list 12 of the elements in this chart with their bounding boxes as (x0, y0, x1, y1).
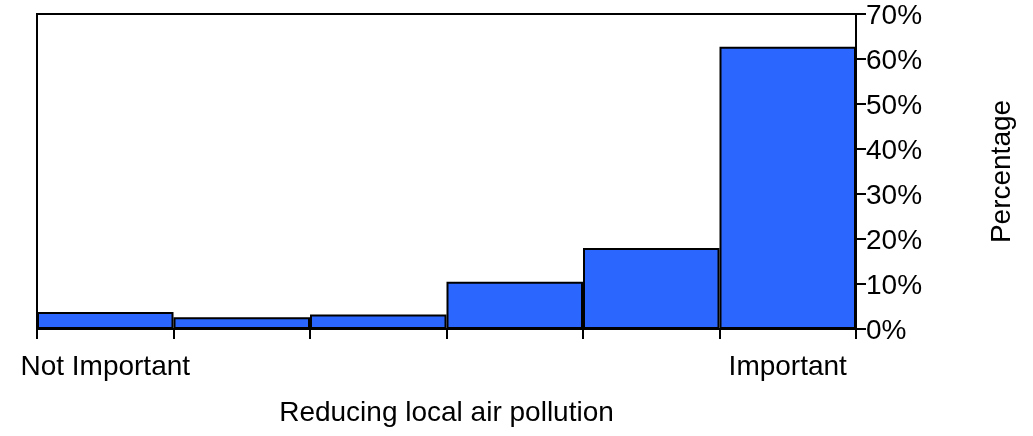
y-axis-title: Percentage (984, 99, 1016, 244)
y-tick-label: 0% (866, 313, 907, 345)
y-tick-label: 20% (866, 223, 923, 255)
y-tick-label: 70% (866, 0, 923, 30)
y-tick-label: 10% (866, 268, 923, 300)
y-tick-label: 30% (866, 178, 923, 210)
x-axis-title: Reducing local air pollution (279, 395, 614, 427)
y-tick-label: 40% (866, 133, 923, 165)
y-tick-label: 50% (866, 88, 923, 120)
y-tick-label: 60% (866, 43, 923, 75)
x-tick-label: Important (728, 349, 848, 381)
x-tick-label: Not Important (20, 349, 191, 381)
